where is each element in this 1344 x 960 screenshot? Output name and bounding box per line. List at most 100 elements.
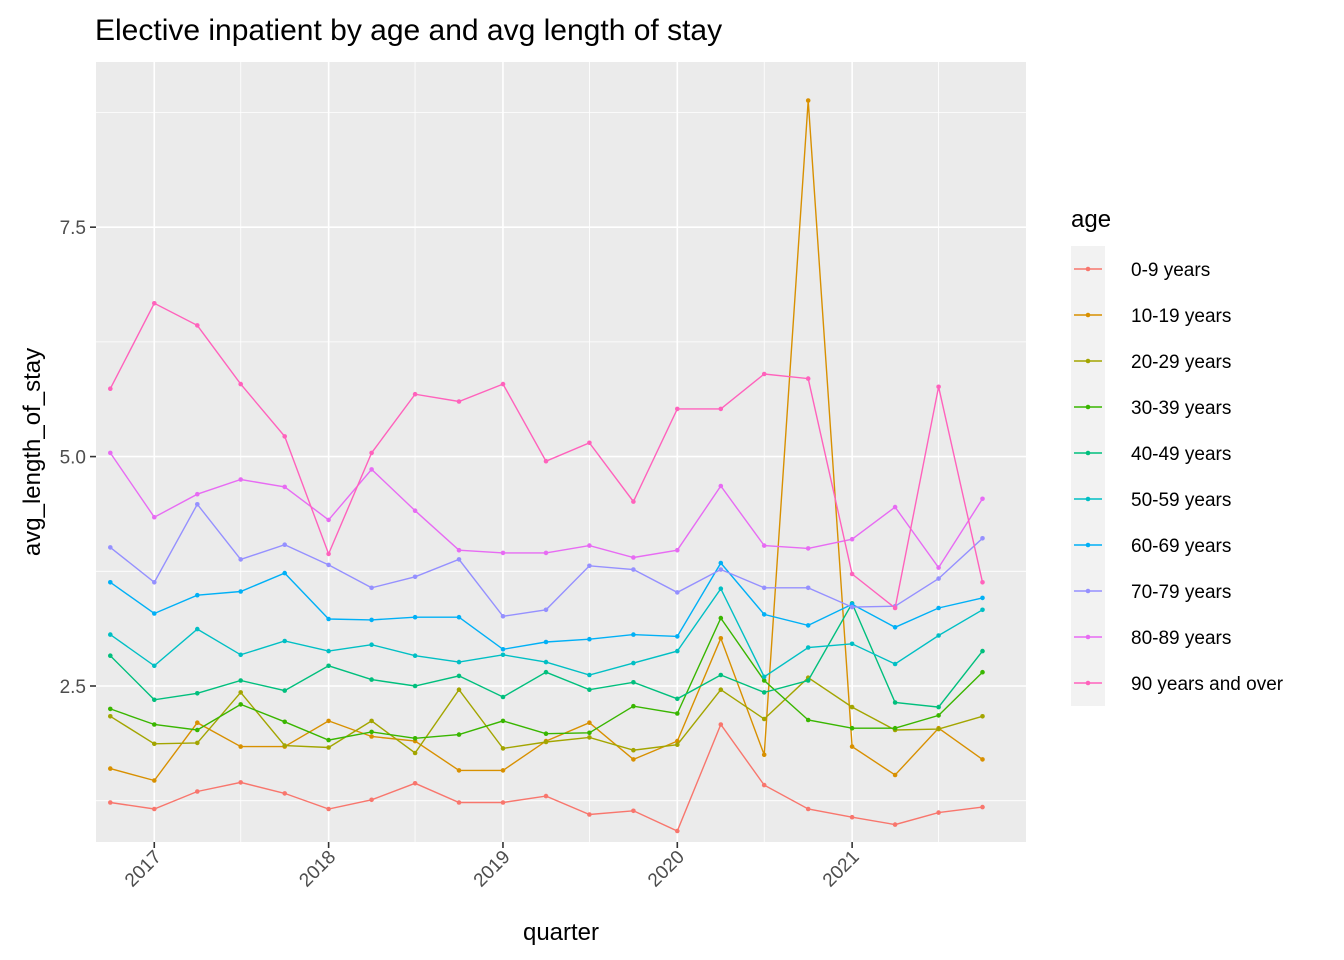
data-point	[675, 634, 680, 639]
data-point	[500, 652, 506, 658]
legend-item: 80-89 years	[1071, 614, 1231, 660]
data-point	[326, 551, 331, 557]
data-point	[587, 812, 592, 817]
data-point	[282, 542, 288, 547]
data-point	[238, 702, 243, 707]
data-point	[675, 742, 680, 747]
data-point	[108, 450, 113, 456]
data-point	[326, 616, 331, 622]
legend-key-point	[1085, 542, 1091, 548]
legend-label: 80-89 years	[1131, 628, 1231, 649]
data-point	[238, 557, 243, 562]
data-point	[936, 713, 941, 718]
data-point	[152, 697, 157, 703]
legend-label: 20-29 years	[1131, 352, 1231, 373]
data-point	[282, 688, 288, 693]
data-point	[849, 704, 855, 710]
data-point	[980, 648, 985, 654]
data-point	[980, 714, 985, 719]
data-point	[980, 757, 985, 762]
data-point	[543, 739, 549, 745]
chart-title: Elective inpatient by age and avg length…	[95, 14, 722, 47]
data-point	[195, 491, 200, 497]
legend-key-point	[1085, 588, 1091, 594]
data-point	[543, 458, 549, 464]
series-80-89-years	[108, 450, 985, 570]
data-point	[543, 639, 549, 645]
data-point	[456, 614, 462, 620]
x-axis-title: quarter	[523, 919, 599, 946]
data-point	[326, 745, 331, 750]
series-layer	[108, 98, 985, 834]
data-point	[805, 376, 811, 381]
data-point	[718, 586, 724, 591]
data-point	[412, 574, 418, 580]
data-point	[456, 547, 462, 553]
legend-item: 30-39 years	[1071, 384, 1231, 430]
data-point	[849, 725, 855, 731]
data-point	[849, 571, 855, 577]
data-point	[631, 703, 636, 709]
data-point	[152, 301, 157, 306]
data-point	[849, 744, 855, 749]
data-point	[849, 814, 855, 820]
legend-label: 10-19 years	[1131, 306, 1231, 327]
legend: age 0-9 years 10-19 years 20-29 years 30-39…	[1071, 206, 1284, 706]
data-point	[108, 545, 113, 550]
data-point	[152, 611, 157, 616]
data-point	[587, 687, 592, 692]
data-point	[980, 804, 985, 810]
data-point	[587, 730, 592, 736]
data-point	[195, 727, 200, 733]
data-point	[326, 737, 331, 743]
data-point	[805, 546, 811, 551]
data-point	[412, 781, 418, 786]
data-point	[718, 687, 724, 692]
data-point	[456, 687, 462, 692]
y-tick-label: 5.0	[60, 448, 86, 469]
data-point	[412, 750, 418, 756]
data-point	[675, 711, 680, 716]
data-point	[326, 663, 331, 669]
legend-key-point	[1085, 450, 1091, 456]
data-point	[587, 563, 592, 569]
data-point	[892, 822, 898, 827]
legend-item: 50-59 years	[1071, 476, 1231, 522]
data-point	[282, 719, 288, 725]
data-point	[326, 648, 331, 654]
data-point	[195, 323, 200, 328]
data-point	[936, 704, 941, 710]
legend-key-point	[1085, 634, 1091, 640]
data-point	[761, 585, 767, 591]
data-point	[456, 800, 462, 805]
data-point	[675, 406, 680, 412]
data-point	[238, 589, 243, 594]
legend-key-point	[1085, 496, 1091, 502]
legend-label: 60-69 years	[1131, 536, 1231, 557]
data-point	[412, 653, 418, 658]
data-point	[936, 605, 941, 611]
data-point	[936, 726, 941, 732]
legend-label: 70-79 years	[1131, 582, 1231, 603]
data-point	[805, 623, 811, 628]
data-point	[369, 677, 374, 682]
series-70-79-years	[108, 502, 985, 619]
series-90-years-and-over	[108, 301, 985, 611]
data-point	[412, 683, 418, 689]
data-point	[238, 652, 243, 658]
data-point	[543, 607, 549, 613]
series-60-69-years	[108, 560, 985, 652]
data-point	[718, 722, 724, 727]
legend-label: 0-9 years	[1131, 260, 1210, 281]
data-point	[456, 732, 462, 737]
data-point	[108, 766, 113, 771]
data-point	[500, 614, 506, 619]
data-point	[108, 580, 113, 585]
data-point	[369, 585, 374, 591]
data-point	[412, 508, 418, 513]
data-point	[456, 768, 462, 773]
series-30-39-years	[108, 615, 985, 743]
data-point	[936, 576, 941, 581]
data-point	[282, 743, 288, 748]
